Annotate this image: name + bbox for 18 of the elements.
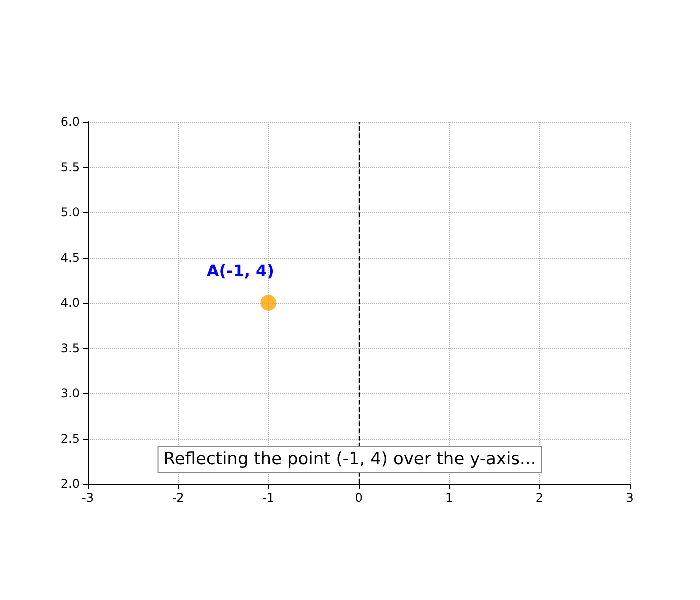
x-tick-label: 2 <box>536 491 544 505</box>
x-tick-label: 3 <box>626 491 634 505</box>
y-tick-label: 5.5 <box>60 160 80 174</box>
y-tick-label: 2.5 <box>60 432 80 446</box>
y-tick-label: 4.5 <box>60 250 80 265</box>
y-tick-label: 3.0 <box>60 386 80 400</box>
y-tick-label: 3.5 <box>60 341 80 356</box>
y-tick-label: 6.0 <box>60 115 80 129</box>
y-tick-label: 5.0 <box>60 206 80 220</box>
y-tick-label: 4.0 <box>60 296 80 310</box>
annotation: Reflecting the point (-1, 4) over the y-axis... <box>164 450 536 470</box>
x-tick-label: -3 <box>82 491 94 505</box>
x-tick-label: -1 <box>262 491 275 505</box>
x-tick-label: 1 <box>446 491 454 505</box>
y-tick-label: 2.0 <box>60 477 80 491</box>
x-tick-label: -2 <box>172 491 184 505</box>
x-tick-label: 0 <box>355 491 363 505</box>
annotation: A(-1, 4) <box>206 262 274 280</box>
